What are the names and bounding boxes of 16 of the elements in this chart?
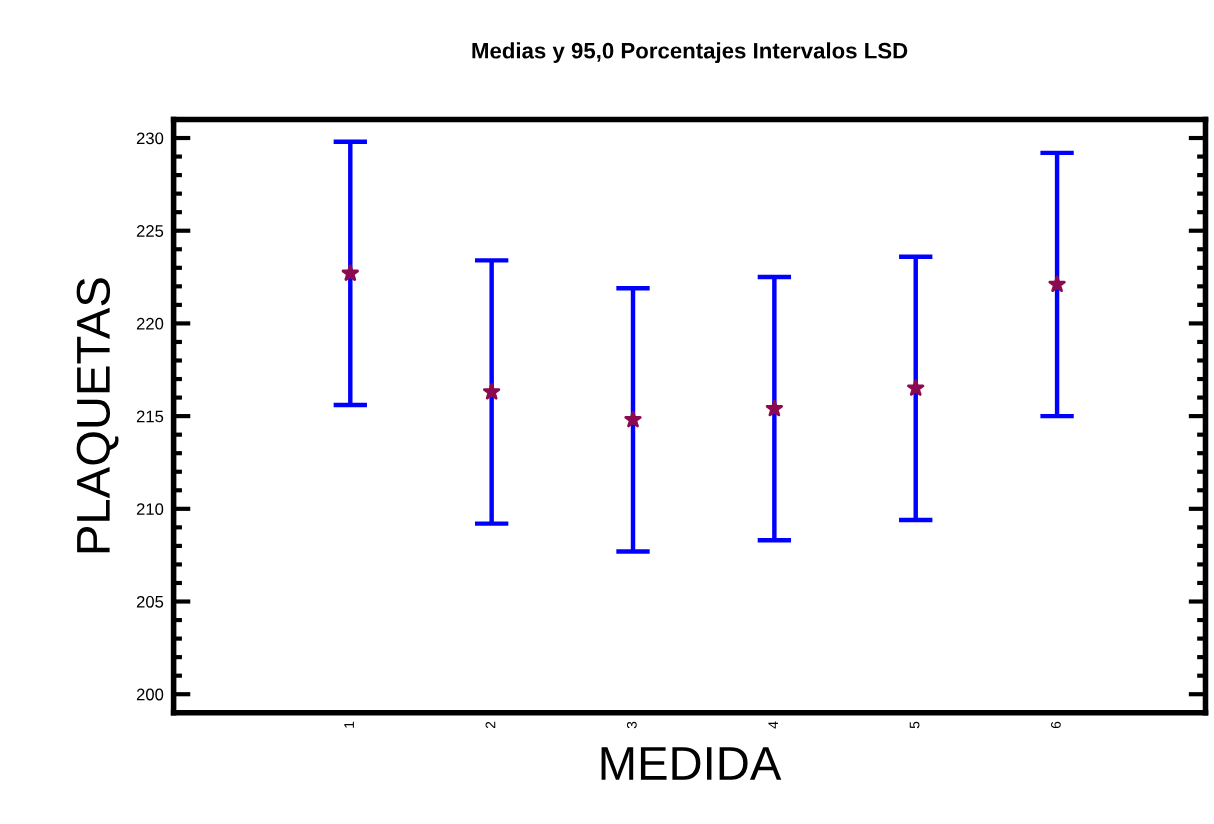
y-tick-label: 200 xyxy=(136,688,164,701)
y-tick-label: 215 xyxy=(136,410,164,423)
point xyxy=(1048,275,1066,293)
y-tick-label: 205 xyxy=(136,595,164,608)
y-tick-label: 225 xyxy=(136,225,164,237)
point xyxy=(483,383,501,400)
x-axis-title: MEDIDA xyxy=(601,747,782,780)
y-tick-label: 220 xyxy=(136,317,164,330)
point xyxy=(765,399,783,417)
point xyxy=(341,264,359,281)
chart-title: Medias y 95,0 Porcentajes Intervalos LSD xyxy=(472,42,908,63)
y-axis-title: PLAQUETAS xyxy=(76,278,119,553)
y-tick-label: 230 xyxy=(136,132,164,145)
point xyxy=(907,379,925,396)
y-tick-label: 210 xyxy=(136,503,164,516)
point xyxy=(624,410,642,428)
